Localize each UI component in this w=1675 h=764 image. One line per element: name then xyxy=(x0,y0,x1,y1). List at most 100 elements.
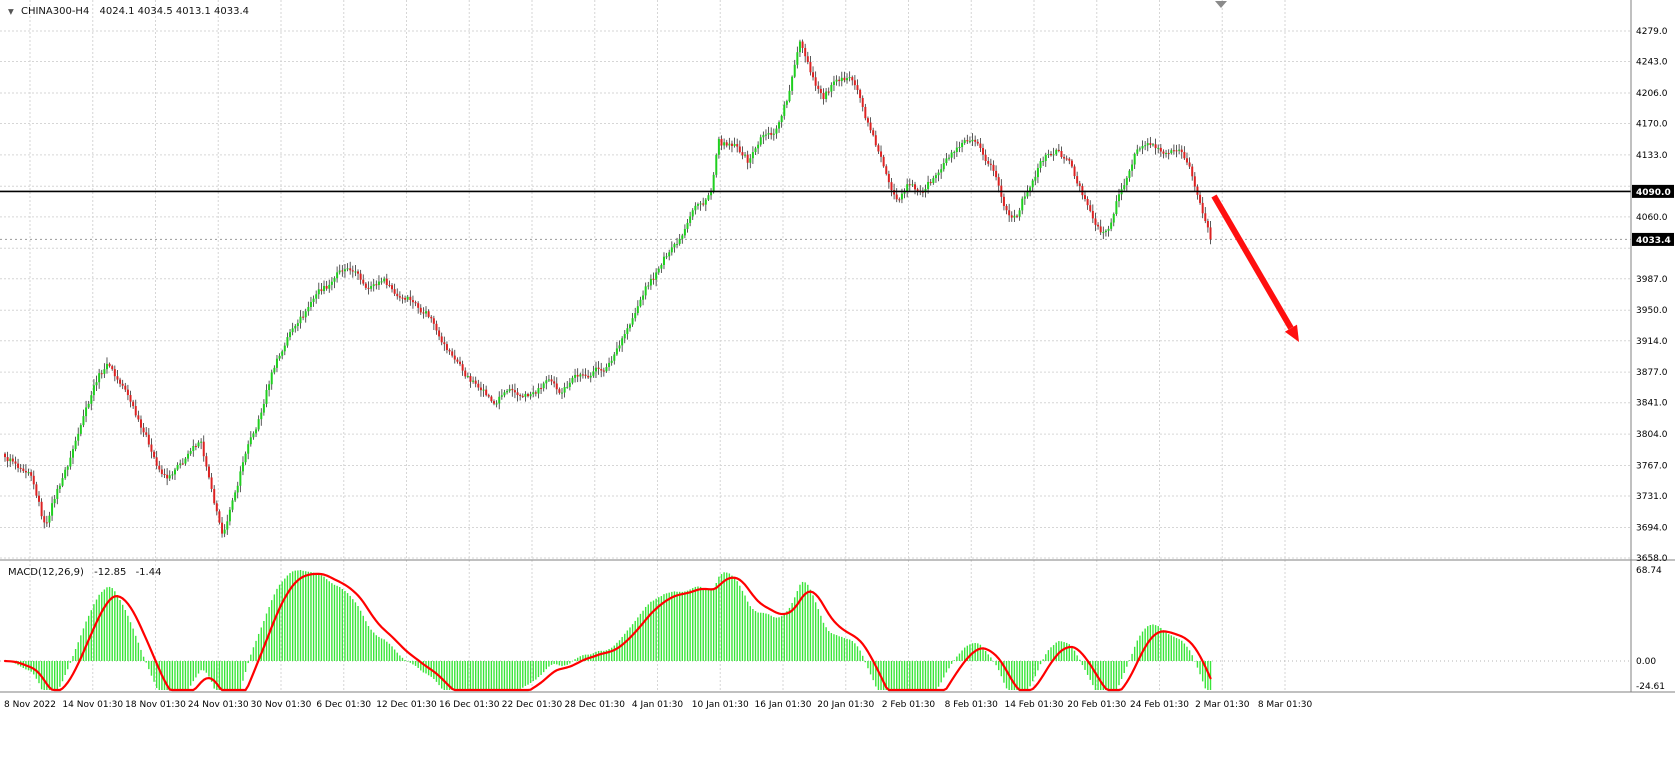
candle-body xyxy=(6,457,9,462)
macd-histogram-bar xyxy=(485,661,487,690)
macd-histogram-bar xyxy=(103,589,106,661)
macd-histogram-bar xyxy=(548,661,550,667)
candle-body xyxy=(121,383,124,386)
candle-body xyxy=(1178,149,1181,151)
macd-histogram-bar xyxy=(911,661,914,690)
macd-histogram-bar xyxy=(817,609,819,661)
candle-body xyxy=(1157,147,1160,149)
macd-histogram-bar xyxy=(229,661,231,690)
candle-body xyxy=(48,515,51,523)
macd-histogram-bar xyxy=(647,604,649,661)
macd-histogram-bar xyxy=(210,661,213,682)
candle-body xyxy=(738,146,741,153)
candle-body xyxy=(346,268,349,270)
candle-body xyxy=(362,279,365,284)
candle-body xyxy=(194,446,197,448)
macd-histogram-bar xyxy=(859,650,861,661)
macd-histogram-bar xyxy=(226,661,228,690)
macd-histogram-bar xyxy=(469,661,472,690)
macd-histogram-bar xyxy=(987,654,989,661)
macd-histogram-bar xyxy=(1034,661,1037,677)
macd-histogram-bar xyxy=(943,661,945,678)
candle-body xyxy=(228,509,231,522)
macd-histogram-bar xyxy=(896,661,898,690)
macd-indicator-title: MACD(12,26,9) -12.85 -1.44 xyxy=(8,567,161,578)
candle-body xyxy=(584,374,587,376)
macd-histogram-bar xyxy=(875,661,877,687)
candle-body xyxy=(61,478,64,486)
candle-body xyxy=(853,80,856,86)
candle-body xyxy=(961,142,964,148)
candle-body xyxy=(485,389,488,396)
candle-body xyxy=(370,286,373,289)
macd-histogram-bar xyxy=(302,570,304,661)
candle-body xyxy=(1204,213,1207,222)
candle-body xyxy=(1125,177,1128,186)
macd-histogram-bar xyxy=(1120,661,1123,679)
candle-body xyxy=(19,467,22,469)
candle-body xyxy=(1076,176,1079,184)
candle-body xyxy=(116,376,119,380)
candle-body xyxy=(435,323,438,331)
macd-histogram-bar xyxy=(571,661,574,662)
candle-body xyxy=(1144,145,1147,147)
macd-histogram-bar xyxy=(273,594,276,661)
macd-histogram-bar xyxy=(420,661,422,671)
macd-histogram-bar xyxy=(501,661,503,690)
date-tick-label: 4 Jan 01:30 xyxy=(632,700,684,710)
candle-body xyxy=(247,444,250,454)
macd-histogram-bar xyxy=(1016,661,1018,690)
symbol-dropdown-icon[interactable]: ▼ xyxy=(8,7,14,16)
macd-histogram-bar xyxy=(780,616,783,661)
candle-body xyxy=(955,147,958,152)
candle-body xyxy=(417,303,420,308)
macd-histogram-bar xyxy=(794,597,796,661)
macd-histogram-bar xyxy=(291,571,294,661)
candle-body xyxy=(281,351,284,356)
candle-body xyxy=(11,458,14,462)
candle-body xyxy=(895,194,898,200)
candle-body xyxy=(623,333,626,339)
price-tick-label: 3914.0 xyxy=(1636,337,1668,347)
candle-body xyxy=(184,458,187,464)
candle-body xyxy=(984,154,987,161)
candle-body xyxy=(610,360,613,363)
candle-body xyxy=(202,441,205,457)
trend-arrow-head[interactable] xyxy=(1284,324,1299,342)
macd-histogram-bar xyxy=(467,661,469,690)
macd-histogram-bar xyxy=(346,593,349,661)
candle-body xyxy=(665,256,668,258)
macd-histogram-bar xyxy=(341,588,344,661)
trend-arrow-line[interactable] xyxy=(1211,194,1294,330)
macd-histogram-bar xyxy=(820,615,822,661)
macd-histogram-bar xyxy=(953,660,955,661)
macd-histogram-bar xyxy=(522,661,524,688)
macd-histogram-bar xyxy=(940,661,942,683)
macd-histogram-bar xyxy=(289,573,291,661)
macd-histogram-bar xyxy=(375,635,378,661)
macd-histogram-bar xyxy=(660,596,663,661)
candle-body xyxy=(1165,152,1168,154)
candle-body xyxy=(793,64,796,77)
candle-body xyxy=(869,122,872,131)
candle-body xyxy=(380,281,383,283)
candle-body xyxy=(304,311,307,318)
macd-histogram-bar xyxy=(339,587,341,661)
candle-body xyxy=(605,367,608,372)
macd-histogram-bar xyxy=(1063,642,1065,661)
macd-histogram-bar xyxy=(252,647,255,661)
candle-body xyxy=(563,387,566,393)
macd-histogram-bar xyxy=(791,602,793,661)
macd-histogram-bar xyxy=(671,591,673,661)
candle-body xyxy=(660,264,663,269)
candle-body xyxy=(733,143,736,146)
macd-histogram-bar xyxy=(710,590,712,661)
macd-histogram-bar xyxy=(1194,661,1196,662)
candle-body xyxy=(866,118,869,123)
candle-body xyxy=(676,243,679,245)
candle-body xyxy=(542,383,545,389)
candle-body xyxy=(210,477,213,489)
candle-body xyxy=(87,403,90,408)
macd-histogram-bar xyxy=(278,584,281,661)
